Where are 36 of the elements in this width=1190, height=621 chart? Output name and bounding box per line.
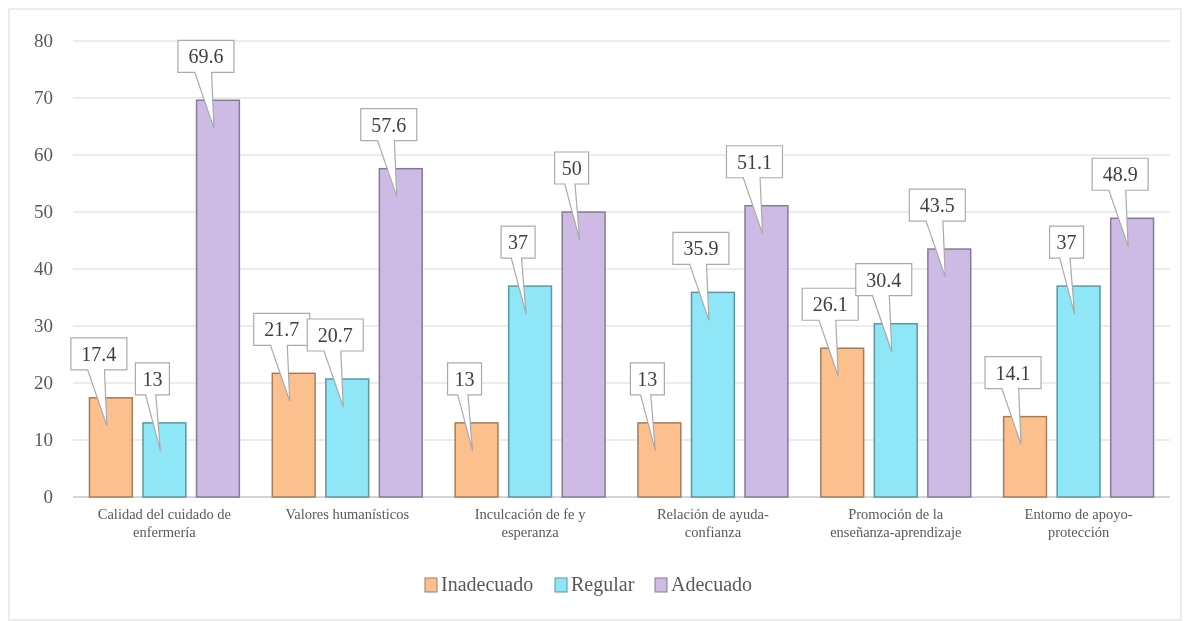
data-label: 21.7 [264, 318, 300, 341]
y-tick-label: 30 [34, 315, 53, 336]
data-label: 14.1 [995, 361, 1031, 384]
data-label: 37 [508, 231, 529, 254]
x-tick-label: Entorno de apoyo-protección [1024, 506, 1133, 540]
y-tick-label: 70 [34, 87, 53, 108]
data-label: 69.6 [188, 45, 224, 68]
x-tick-label: Valores humanísticos [285, 506, 410, 522]
y-tick-label: 80 [34, 30, 53, 51]
x-tick-label: Promoción de la enseñanza-aprendizaje [830, 506, 962, 540]
data-label: 57.6 [371, 113, 407, 136]
x-tick-label: Relación de ayuda-confianza [656, 506, 770, 540]
data-label: 51.1 [736, 150, 772, 173]
data-label: 30.4 [866, 268, 902, 291]
x-tick-label: Inculcación de fe y esperanza [474, 506, 587, 540]
legend-label: Regular [571, 573, 635, 596]
y-tick-label: 50 [34, 201, 53, 222]
data-label: 50 [561, 157, 582, 179]
data-label: 35.9 [683, 237, 719, 260]
legend-label: Inadecuado [441, 573, 534, 595]
data-label: 43.5 [919, 194, 955, 217]
data-label: 20.7 [317, 324, 353, 347]
data-label: 13 [637, 367, 658, 390]
legend-label: Adecuado [671, 573, 753, 595]
y-tick-label: 40 [34, 258, 53, 279]
data-label: 37 [1056, 231, 1077, 254]
data-label: 13 [454, 367, 475, 390]
y-tick-label: 60 [34, 144, 53, 165]
y-tick-label: 0 [43, 486, 53, 507]
data-label: 17.4 [81, 342, 117, 365]
data-label: 26.1 [812, 293, 848, 316]
y-tick-label: 10 [34, 429, 53, 450]
data-label: 13 [142, 367, 163, 390]
y-tick-label: 20 [34, 372, 53, 393]
data-label: 48.9 [1102, 163, 1138, 186]
x-tick-label: Calidad del cuidado de enfermería [97, 506, 232, 540]
